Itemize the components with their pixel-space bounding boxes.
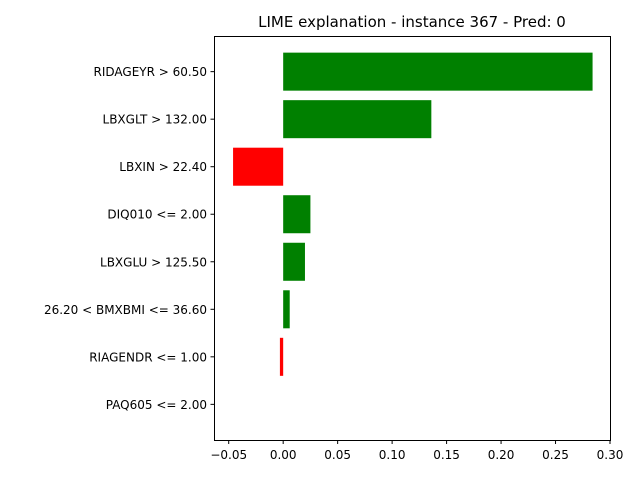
bar: [279, 337, 284, 376]
y-tick-label: 26.20 < BMXBMI <= 36.60: [44, 303, 207, 317]
bar: [283, 100, 432, 139]
bars-group: [233, 52, 593, 376]
x-tick-label: 0.15: [433, 448, 460, 462]
x-tick-label: 0.10: [379, 448, 406, 462]
y-tick-label: LBXGLT > 132.00: [103, 113, 207, 127]
y-tick-label: PAQ605 <= 2.00: [106, 398, 207, 412]
bar: [283, 242, 305, 281]
y-tick-label: LBXIN > 22.40: [119, 160, 207, 174]
x-tick-label: −0.05: [210, 448, 247, 462]
y-tick-label: RIDAGEYR > 60.50: [94, 65, 208, 79]
x-axis: −0.05 0.00 0.05 0.10 0.15 0.20 0.25 0.30: [210, 440, 624, 462]
x-tick-label: 0.05: [324, 448, 351, 462]
chart-title: LIME explanation - instance 367 - Pred: …: [258, 13, 566, 31]
y-tick-label: LBXGLU > 125.50: [100, 255, 207, 269]
bar: [283, 290, 290, 329]
bar: [283, 52, 593, 91]
bar: [283, 195, 311, 234]
y-tick-label: RIAGENDR <= 1.00: [89, 350, 207, 364]
y-tick-label: DIQ010 <= 2.00: [107, 208, 207, 222]
x-tick-label: 0.20: [488, 448, 515, 462]
bar: [233, 147, 284, 186]
x-tick-label: 0.25: [542, 448, 569, 462]
x-tick-label: 0.30: [597, 448, 624, 462]
x-tick-label: 0.00: [270, 448, 297, 462]
y-axis: RIDAGEYR > 60.50 LBXGLT > 132.00 LBXIN > 2…: [44, 65, 214, 412]
plot-frame: [214, 36, 611, 441]
